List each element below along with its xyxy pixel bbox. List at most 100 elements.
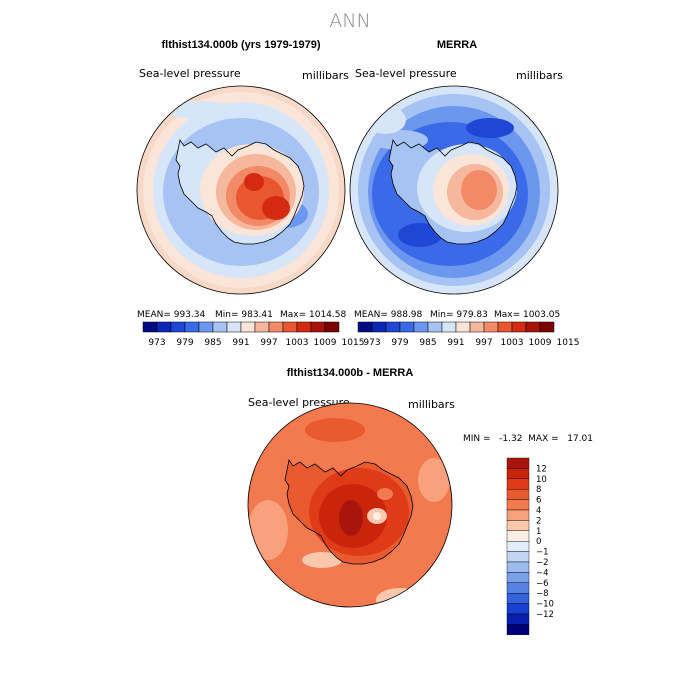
panel-difference: flthist134.000b - MERRA Sea-level pressu… (247, 367, 593, 636)
colorbar-tick-label: 979 (176, 338, 193, 348)
colorbar-tick-label: 997 (475, 338, 492, 348)
max-label: Max= 1003.05 (494, 310, 560, 320)
colorbar-swatch (198, 321, 214, 333)
colorbar-swatch (413, 321, 429, 333)
colorbar-swatch (385, 321, 401, 333)
colorbar-swatch (506, 541, 530, 552)
min-label: Min= 979.83 (430, 310, 488, 320)
colorbar-swatch (497, 321, 513, 333)
colorbar-swatch (506, 593, 530, 604)
colorbar-tick-label: 1015 (557, 338, 580, 348)
colorbar-tick-label: 991 (447, 338, 464, 348)
colorbar-swatch (506, 530, 530, 542)
colorbar-swatch (156, 321, 172, 333)
colorbar-tick-label: −4 (536, 568, 549, 578)
colorbar-tick-label: −6 (536, 579, 549, 589)
colorbar-tick-label: −12 (536, 610, 554, 620)
variable-label: Sea-level pressure (355, 67, 457, 80)
colorbar-swatch (357, 321, 373, 333)
colorbar-swatch (296, 321, 312, 333)
colorbar-swatch (483, 321, 499, 333)
colorbar-swatch (399, 321, 415, 333)
colorbar-swatch (506, 520, 530, 532)
colorbar-swatch (212, 321, 228, 333)
colorbar: 973 979 985 991 997 1003 1009 1015 (357, 321, 580, 348)
colorbar-swatch (142, 321, 158, 333)
colorbar-swatch (240, 321, 256, 333)
colorbar-swatch (539, 321, 555, 333)
polar-map (350, 86, 558, 294)
colorbar-tick-label: 1009 (314, 338, 337, 348)
colorbar-tick-label: 0 (536, 537, 541, 547)
colorbar-tick-label: 997 (260, 338, 277, 348)
colorbar-tick-label: 985 (204, 338, 221, 348)
colorbar-swatch (282, 321, 298, 333)
colorbar-tick-label: −2 (536, 558, 549, 568)
colorbar-swatch (184, 321, 200, 333)
colorbar-swatch (310, 321, 326, 333)
colorbar-swatch (506, 468, 530, 479)
colorbar-tick-label: 6 (536, 496, 541, 506)
colorbar-swatch (506, 489, 530, 500)
colorbar-swatch (427, 321, 443, 333)
colorbar-swatch (506, 499, 530, 511)
colorbar-swatch (455, 321, 471, 333)
min-label: Min= 983.41 (215, 310, 273, 320)
colorbar-tick-label: 979 (391, 338, 408, 348)
page-title: ANN (329, 10, 370, 32)
colorbar-swatch (506, 478, 530, 490)
panel-title: flthist134.000b - MERRA (287, 367, 414, 379)
colorbar-tick-label: 991 (232, 338, 249, 348)
colorbar-tick-label: 973 (148, 338, 165, 348)
colorbar-tick-label: 985 (419, 338, 436, 348)
colorbar-swatch (441, 321, 457, 333)
colorbar-tick-label: 973 (363, 338, 380, 348)
colorbar-swatch (506, 457, 530, 469)
colorbar-swatch (371, 321, 387, 333)
colorbar-tick-label: 12 (536, 464, 547, 474)
mean-label: MEAN= 988.98 (354, 310, 423, 320)
max-label: Max= 1014.58 (280, 310, 346, 320)
colorbar-tick-label: 1 (536, 527, 541, 537)
minmax-label: MIN = -1.32 MAX = 17.01 (463, 434, 593, 444)
colorbar-tick-label: −8 (536, 589, 549, 599)
colorbar-swatch (506, 572, 530, 584)
units-label: millibars (302, 69, 349, 82)
colorbar-swatch (506, 582, 530, 594)
colorbar-swatch (506, 509, 530, 521)
colorbar-swatch (506, 613, 530, 625)
colorbar-tick-label: −1 (536, 548, 549, 558)
polar-map (248, 403, 452, 607)
colorbar-swatch (254, 321, 270, 333)
colorbar-tick-label: 1009 (529, 338, 552, 348)
panel-title: flthist134.000b (yrs 1979-1979) (162, 39, 321, 51)
colorbar-swatch (469, 321, 485, 333)
colorbar-tick-label: 10 (536, 475, 547, 485)
colorbar-tick-label: 2 (536, 516, 541, 526)
colorbar-swatch (226, 321, 242, 333)
mean-label: MEAN= 993.34 (137, 310, 206, 320)
colorbar-tick-label: −10 (536, 600, 554, 610)
colorbar-tick-label: 1015 (342, 338, 365, 348)
colorbar-tick-label: 4 (536, 506, 541, 516)
units-label: millibars (408, 398, 455, 411)
variable-label: Sea-level pressure (139, 67, 241, 80)
polar-map (137, 86, 345, 294)
colorbar-swatch (525, 321, 541, 333)
colorbar-swatch (506, 624, 530, 636)
colorbar-tick-label: 1003 (286, 338, 309, 348)
panel-model: flthist134.000b (yrs 1979-1979) Sea-leve… (136, 39, 364, 348)
units-label: millibars (516, 69, 563, 82)
colorbar-swatch (324, 321, 340, 333)
colorbar-swatch (170, 321, 186, 333)
colorbar-swatch (506, 551, 530, 563)
colorbar-tick-label: 1003 (501, 338, 524, 348)
colorbar: 973 979 985 991 997 1003 1009 1015 (142, 321, 365, 348)
variable-label: Sea-level pressure (248, 396, 350, 409)
panel-title: MERRA (437, 39, 477, 51)
colorbar-tick-label: 8 (536, 485, 541, 495)
colorbar-swatch (506, 561, 530, 573)
colorbar-swatch (268, 321, 284, 333)
